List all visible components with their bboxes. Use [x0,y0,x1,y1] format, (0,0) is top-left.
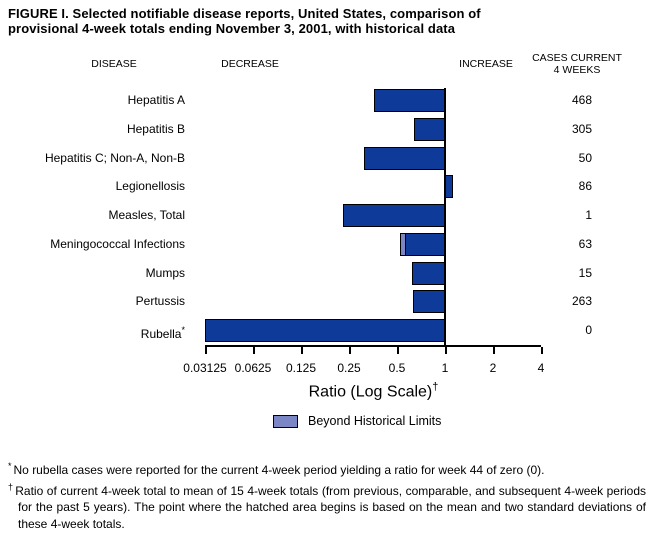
disease-label: Pertussis [135,294,185,308]
ratio-bar [343,204,445,227]
footnote-ratio: † Ratio of current 4-week total to mean o… [8,479,646,533]
axis-tick [397,347,399,354]
axis-tick-label: 4 [537,361,545,375]
dagger-marker: † [8,481,14,492]
column-header-decrease: DECREASE [221,58,279,70]
footnotes: * No rubella cases were reported for the … [8,458,646,532]
baseline-ratio-1 [444,88,446,347]
cases-value: 1 [585,208,592,222]
axis-tick [541,347,543,354]
footnote-ratio-text: Ratio of current 4-week total to mean of… [15,483,646,531]
axis-tick-label: 0.25 [337,361,361,375]
ratio-bar [364,147,445,170]
x-axis-line [205,345,541,347]
cases-value: 86 [578,179,592,193]
cases-value: 0 [585,323,592,337]
axis-tick-label: 0.0625 [234,361,272,375]
cases-value: 50 [578,151,592,165]
asterisk-superscript: * [181,325,185,335]
beyond-historical-limits-segment [400,233,406,256]
column-header-cases: CASES CURRENT 4 WEEKS [522,52,632,76]
axis-tick [493,347,495,354]
ratio-bar [414,118,445,141]
axis-tick-label: 0.5 [388,361,406,375]
ratio-bar [400,233,445,256]
disease-label: Hepatitis C; Non-A, Non-B [44,151,185,165]
cases-value: 468 [571,93,592,107]
axis-tick [445,347,447,354]
ratio-bar [205,319,445,342]
axis-tick-label: 2 [489,361,497,375]
x-axis-label-text: Ratio (Log Scale) [308,383,433,401]
dagger-superscript: † [432,381,439,393]
ratio-bar [413,290,445,313]
axis-tick [301,347,303,354]
column-header-increase: INCREASE [459,58,513,70]
bar-chart: Hepatitis A 468 Hepatitis B 305 Hepatitis C;… [44,88,592,375]
footnote-rubella-text: No rubella cases were reported for the c… [13,463,545,477]
column-header-disease: DISEASE [91,58,137,70]
disease-label: Measles, Total [108,208,185,222]
axis-tick-label: 0.03125 [183,361,227,375]
disease-label: Rubella* [140,325,185,341]
ratio-bar [374,89,445,112]
footnote-rubella: * No rubella cases were reported for the … [8,458,646,479]
cases-value: 263 [571,294,592,308]
axis-tick [253,347,255,354]
column-header-cases-line2: 4 WEEKS [553,64,601,76]
axis-tick-label: 1 [441,361,449,375]
figure-title: FIGURE I. Selected notifiable disease re… [8,6,481,37]
ratio-bar [412,262,445,285]
legend-swatch-beyond-historical-limits [273,415,298,428]
ratio-bar [445,175,453,198]
asterisk-marker: * [8,461,12,471]
x-axis-label: Ratio (Log Scale)† [205,381,542,401]
disease-label: Mumps [145,266,185,280]
axis-tick [349,347,351,354]
cases-value: 63 [578,237,592,251]
legend-label: Beyond Historical Limits [308,414,442,428]
column-header-cases-line1: CASES CURRENT [532,52,622,64]
disease-label: Legionellosis [115,179,185,193]
cases-value: 305 [571,122,592,136]
disease-label: Hepatitis B [126,122,185,136]
axis-tick-label: 0.125 [285,361,317,375]
cases-value: 15 [578,266,592,280]
disease-label: Hepatitis A [127,93,185,107]
disease-label: Meningococcal Infections [50,237,185,251]
axis-tick [205,347,207,354]
